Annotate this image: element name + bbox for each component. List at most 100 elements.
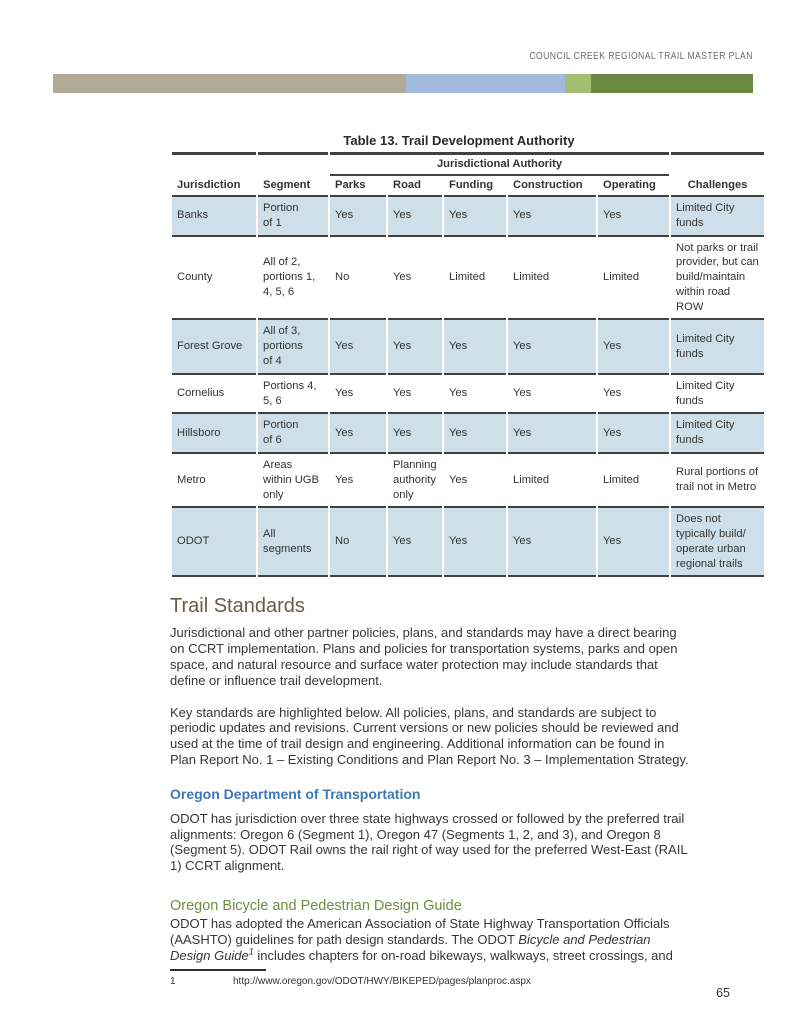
cell-funding: Yes [444, 320, 506, 375]
cell-jurisdiction: ODOT [172, 508, 256, 578]
table-column-header-row: Jurisdiction Segment Parks Road Funding … [172, 176, 765, 197]
cell-funding: Yes [444, 414, 506, 454]
cell-road: Yes [388, 508, 442, 578]
cell-jurisdiction: Hillsboro [172, 414, 256, 454]
cell-parks: Yes [330, 197, 386, 237]
cell-segment: All of 2, portions 1, 4, 5, 6 [258, 237, 328, 321]
cell-funding: Yes [444, 197, 506, 237]
cell-parks: Yes [330, 320, 386, 375]
cell-funding: Limited [444, 237, 506, 321]
paragraph-odot: ODOT has jurisdiction over three state h… [170, 810, 688, 874]
cell-road: Yes [388, 375, 442, 415]
table-row-county: County All of 2, portions 1, 4, 5, 6 No … [172, 237, 765, 321]
cell-funding: Yes [444, 508, 506, 578]
column-header-road: Road [388, 176, 442, 197]
cell-segment: Portions 4, 5, 6 [258, 375, 328, 415]
cell-parks: Yes [330, 414, 386, 454]
cell-challenges: Limited City funds [671, 320, 765, 375]
cell-jurisdiction: Cornelius [172, 375, 256, 415]
cell-parks: No [330, 508, 386, 578]
cell-funding: Yes [444, 375, 506, 415]
cell-operating: Yes [598, 508, 670, 578]
cell-construction: Yes [508, 414, 596, 454]
paragraph-trail-standards-1: Jurisdictional and other partner policie… [170, 625, 678, 688]
footnote-separator-rule [170, 969, 266, 972]
cell-road: Planning authority only [388, 454, 442, 509]
column-header-parks: Parks [330, 176, 386, 197]
color-bar-segment-tan [53, 74, 406, 93]
cell-operating: Limited [598, 454, 670, 509]
cell-jurisdiction: Banks [172, 197, 256, 237]
cell-jurisdiction: Metro [172, 454, 256, 509]
cell-construction: Yes [508, 375, 596, 415]
footnote-number: 1 [170, 976, 176, 988]
cell-operating: Limited [598, 237, 670, 321]
cell-operating: Yes [598, 414, 670, 454]
paragraph-design-guide-text: includes chapters for on-road bikeways, … [253, 947, 673, 963]
cell-road: Yes [388, 320, 442, 375]
cell-construction: Yes [508, 197, 596, 237]
cell-challenges: Not parks or trail provider, but can bui… [671, 237, 765, 321]
table-row-hillsboro: Hillsboro Portion of 6 Yes Yes Yes Yes Y… [172, 414, 765, 454]
cell-segment: All segments [258, 508, 328, 578]
trail-development-authority-table: Jurisdictional Authority Jurisdiction Se… [170, 152, 766, 578]
book-title-italic: Bicycle and Pedestrian Design Guide [170, 931, 651, 963]
span-row-empty-cell [258, 152, 328, 176]
table-row-cornelius: Cornelius Portions 4, 5, 6 Yes Yes Yes Y… [172, 375, 765, 415]
cell-challenges: Limited City funds [671, 197, 765, 237]
table-row-metro: Metro Areas within UGB only Yes Planning… [172, 454, 765, 509]
cell-construction: Limited [508, 237, 596, 321]
column-header-construction: Construction [508, 176, 596, 197]
cell-segment: All of 3, portions of 4 [258, 320, 328, 375]
cell-construction: Yes [508, 320, 596, 375]
column-header-jurisdiction: Jurisdiction [172, 176, 256, 197]
footnote-reference-marker: 1 [248, 946, 254, 957]
cell-operating: Yes [598, 197, 670, 237]
footnote: 1 http://www.oregon.gov/ODOT/HWY/BIKEPED/… [170, 976, 748, 987]
cell-challenges: Limited City funds [671, 414, 765, 454]
cell-jurisdiction: County [172, 237, 256, 321]
span-row-empty-cell [671, 152, 765, 176]
color-bar-segment-blue [405, 74, 565, 93]
subsection-heading-design-guide: Oregon Bicycle and Pedestrian Design Gui… [170, 897, 462, 914]
document-header-title: COUNCIL CREEK REGIONAL TRAIL MASTER PLAN [529, 51, 753, 62]
column-header-segment: Segment [258, 176, 328, 197]
cell-parks: Yes [330, 375, 386, 415]
cell-challenges: Rural portions of trail not in Metro [671, 454, 765, 509]
table-row-forest-grove: Forest Grove All of 3, portions of 4 Yes… [172, 320, 765, 375]
column-header-funding: Funding [444, 176, 506, 197]
cell-operating: Yes [598, 375, 670, 415]
cell-funding: Yes [444, 454, 506, 509]
cell-jurisdiction: Forest Grove [172, 320, 256, 375]
paragraph-trail-standards-2: Key standards are highlighted below. All… [170, 704, 689, 767]
section-heading-trail-standards: Trail Standards [170, 595, 305, 618]
table-row-odot: ODOT All segments No Yes Yes Yes Yes Doe… [172, 508, 765, 578]
paragraph-design-guide: ODOT has adopted the American Associatio… [170, 916, 782, 963]
cell-operating: Yes [598, 320, 670, 375]
header-color-bar [53, 74, 753, 93]
cell-construction: Limited [508, 454, 596, 509]
cell-challenges: Does not typically build/ operate urban … [671, 508, 765, 578]
span-row-empty-cell [172, 152, 256, 176]
table-caption: Table 13. Trail Development Authority [343, 133, 575, 148]
subsection-heading-odot: Oregon Department of Transportation [170, 785, 421, 802]
cell-road: Yes [388, 414, 442, 454]
cell-parks: Yes [330, 454, 386, 509]
page-content: Table 13. Trail Development Authority Ju… [170, 93, 765, 987]
cell-construction: Yes [508, 508, 596, 578]
cell-parks: No [330, 237, 386, 321]
cell-road: Yes [388, 237, 442, 321]
color-bar-segment-darkgreen [590, 74, 753, 93]
cell-segment: Portion of 1 [258, 197, 328, 237]
paragraph-design-guide-text: ODOT has adopted the American Associatio… [170, 915, 670, 947]
color-bar-segment-lightgreen [564, 74, 591, 93]
table-span-header-row: Jurisdictional Authority [172, 152, 765, 176]
page-number: 65 [716, 986, 730, 1000]
table-row-banks: Banks Portion of 1 Yes Yes Yes Yes Yes L… [172, 197, 765, 237]
cell-road: Yes [388, 197, 442, 237]
column-header-challenges: Challenges [671, 176, 765, 197]
footnote-url-link[interactable]: http://www.oregon.gov/ODOT/HWY/BIKEPED/p… [233, 976, 531, 988]
column-header-operating: Operating [598, 176, 670, 197]
jurisdictional-authority-span-header: Jurisdictional Authority [330, 152, 670, 176]
